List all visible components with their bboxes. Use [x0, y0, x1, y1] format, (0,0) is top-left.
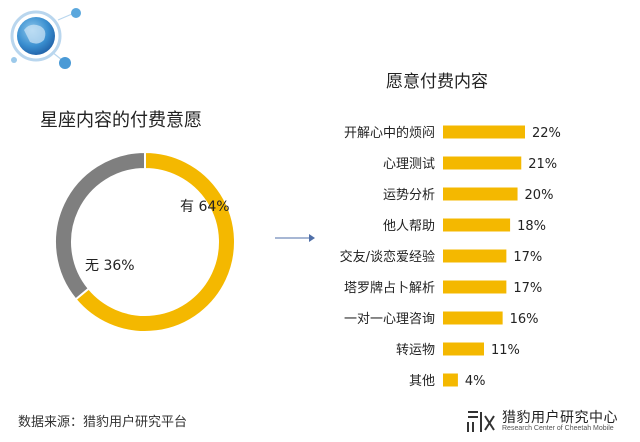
bar-category-label: 交友/谈恋爱经验: [340, 249, 435, 265]
bar-category-label: 开解心中的烦闷: [344, 125, 435, 141]
bar-category-label: 一对一心理咨询: [344, 312, 435, 327]
bar-value-label: 17%: [513, 250, 542, 265]
bar-category-label: 运势分析: [383, 187, 435, 203]
bar-value-label: 21%: [528, 157, 557, 172]
bar-category-label: 转运物: [396, 343, 435, 358]
brand-subtitle: Research Center of Cheetah Mobile: [502, 425, 614, 432]
bars: 开解心中的烦闷 22% 心理测试 21% 运势分析 20% 他人帮助 18% 交友/谈恋爱经验 1…: [340, 125, 561, 389]
cheetah-logo-icon: [467, 411, 495, 432]
bar-category-label: 他人帮助: [383, 219, 435, 234]
bar: [443, 125, 525, 139]
bar-value-label: 22%: [532, 126, 561, 141]
bar-value-label: 11%: [491, 343, 520, 358]
donut-chart: 星座内容的付费意愿 有 64% 无 36%: [40, 110, 236, 333]
bar-value-label: 18%: [517, 219, 546, 234]
bar-value-label: 20%: [525, 188, 554, 203]
donut-label-no: 无 36%: [85, 258, 135, 274]
bar: [443, 218, 511, 232]
brand-name: 猎豹用户研究中心: [502, 410, 618, 426]
donut-chart-title: 星座内容的付费意愿: [40, 110, 202, 131]
bar-value-label: 16%: [510, 312, 539, 327]
donut-slice-no: [54, 150, 146, 301]
arrow-connector: [275, 234, 315, 242]
bar-value-label: 4%: [465, 374, 486, 389]
bar-chart-title: 愿意付费内容: [386, 72, 488, 92]
bar: [443, 156, 522, 170]
bar-category-label: 塔罗牌占卜解析: [344, 280, 435, 296]
donut-label-yes: 有 64%: [180, 199, 230, 215]
bar: [443, 187, 518, 201]
bar-category-label: 心理测试: [383, 157, 435, 172]
bar-chart: 愿意付费内容 开解心中的烦闷 22% 心理测试 21% 运势分析 20% 他人帮助 18% 交友…: [340, 72, 561, 389]
bar: [443, 311, 503, 325]
bar: [443, 373, 458, 387]
bar: [443, 280, 507, 294]
bar: [443, 249, 507, 263]
data-source-note: 数据来源：猎豹用户研究平台: [18, 415, 188, 430]
bar-value-label: 17%: [513, 281, 542, 296]
brand-logo: 猎豹用户研究中心 Research Center of Cheetah Mobi…: [466, 406, 636, 436]
bar-category-label: 其他: [409, 374, 435, 389]
decorative-globe-graphic: [10, 8, 81, 69]
bar: [443, 342, 484, 356]
